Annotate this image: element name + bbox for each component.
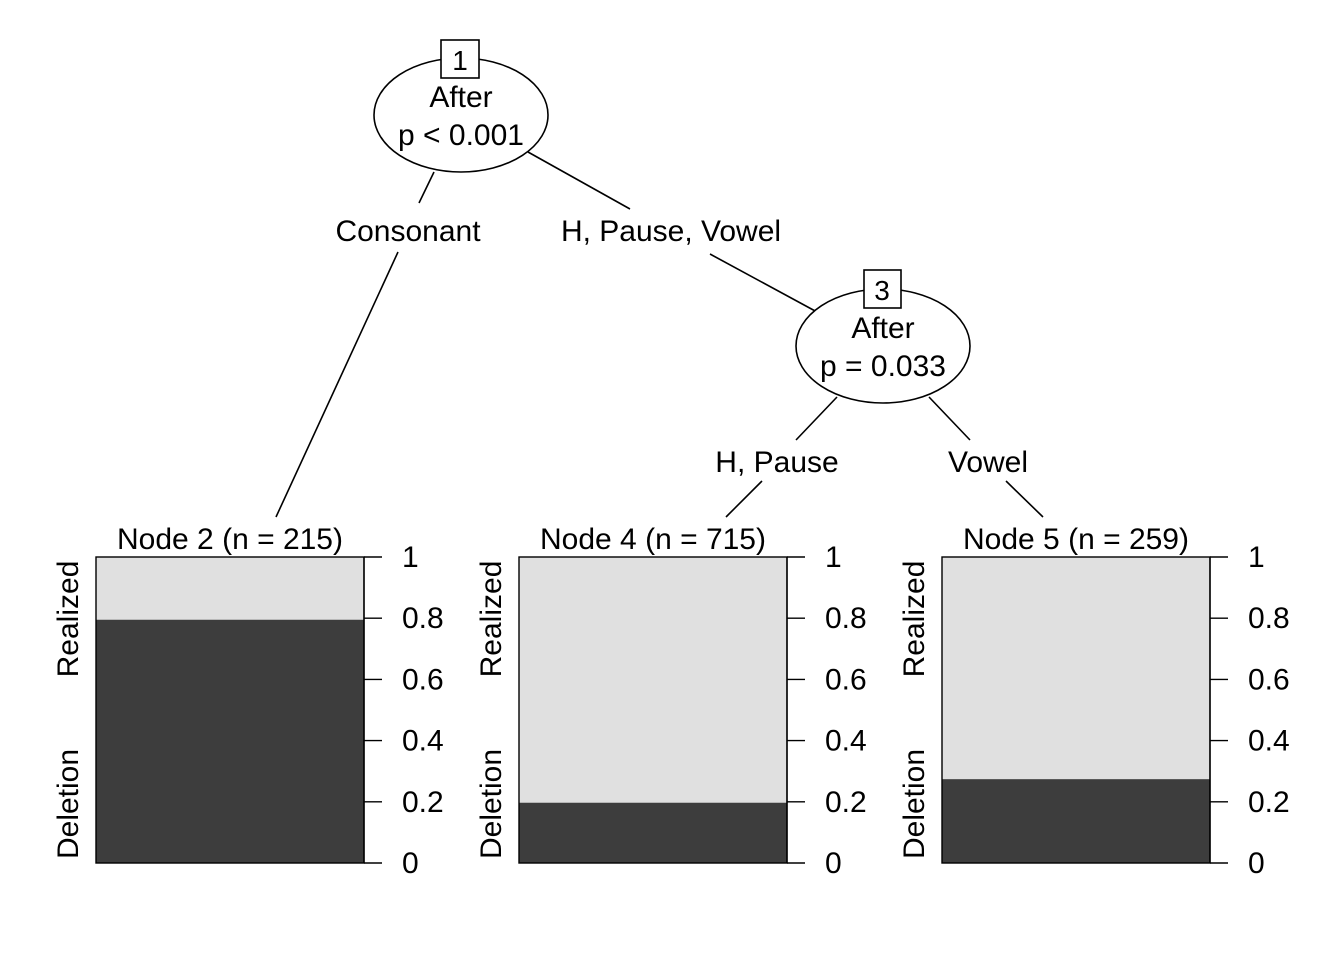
bar-realized [96, 557, 364, 620]
axis-tick-label: 0 [825, 847, 842, 880]
bar-realized [519, 557, 787, 803]
axis-tick-label: 0.6 [402, 663, 444, 696]
category-label-realized: Realized [52, 561, 85, 678]
inner-node-3-id-box [863, 269, 902, 309]
edge-3-5-lower [1005, 480, 1044, 518]
axis-tick-label: 1 [1248, 541, 1265, 574]
edge-label-consonant: Consonant [335, 215, 481, 248]
category-label-realized: Realized [898, 561, 931, 678]
axis-tick-label: 0.2 [825, 786, 867, 819]
inner-node-1-variable: After [429, 81, 492, 114]
edge-label-h-pause: H, Pause [715, 446, 838, 479]
axis-tick-label: 0.2 [402, 786, 444, 819]
axis-tick-label: 1 [825, 541, 842, 574]
inner-node-1-id: 1 [452, 45, 468, 76]
edge-1-3-lower [709, 253, 818, 313]
terminal-node-4: Node 4 (n = 715) Deletion Realized 0 0.2 0.4 0… [475, 523, 867, 880]
category-label-realized: Realized [475, 561, 508, 678]
axis-tick-label: 0.6 [825, 663, 867, 696]
tree-edges [275, 151, 1044, 518]
terminal-node-4-title: Node 4 (n = 715) [540, 523, 766, 556]
axis-tick-label: 0 [1248, 847, 1265, 880]
terminal-node-2: Node 2 (n = 215) Deletion Realized 0 0.2 0.4 0… [52, 523, 444, 880]
category-label-deletion: Deletion [475, 749, 508, 859]
terminal-node-2-title: Node 2 (n = 215) [117, 523, 343, 556]
terminal-node-5-title: Node 5 (n = 259) [963, 523, 1189, 556]
terminal-panels: Node 2 (n = 215) Deletion Realized 0 0.2 0.4 0… [52, 523, 1290, 880]
axis-tick-label: 0.6 [1248, 663, 1290, 696]
inner-node-3-id: 3 [874, 275, 890, 306]
terminal-node-5: Node 5 (n = 259) Deletion Realized 0 0.2 0.4 0… [898, 523, 1290, 880]
axis-tick-label: 0.8 [402, 602, 444, 635]
edge-labels: Consonant H, Pause, Vowel H, Pause Vowel [335, 215, 1028, 479]
edge-3-4-upper [795, 396, 838, 441]
axis-tick-label: 0.8 [825, 602, 867, 635]
inner-node-3-pvalue: p = 0.033 [820, 350, 946, 383]
bar-deletion [519, 802, 787, 863]
edge-label-vowel: Vowel [948, 446, 1028, 479]
bar-deletion [942, 779, 1210, 863]
axis-tick-label: 1 [402, 541, 419, 574]
inner-node-1-pvalue: p < 0.001 [398, 119, 524, 152]
axis-tick-label: 0.2 [1248, 786, 1290, 819]
bar-deletion [96, 619, 364, 863]
edge-3-4-lower [725, 480, 763, 518]
axis-tick-label: 0.8 [1248, 602, 1290, 635]
axis-tick-label: 0 [402, 847, 419, 880]
edge-label-h-pause-vowel: H, Pause, Vowel [561, 215, 781, 248]
bar-realized [942, 557, 1210, 780]
edge-3-5-upper [928, 396, 971, 441]
category-label-deletion: Deletion [898, 749, 931, 859]
axis-tick-label: 0.4 [825, 725, 867, 758]
inner-node-3: 3 After p = 0.033 [795, 269, 971, 404]
category-label-deletion: Deletion [52, 749, 85, 859]
edge-1-2-upper [418, 171, 435, 204]
inner-node-1: 1 After p < 0.001 [373, 39, 549, 173]
inner-node-1-id-box [440, 39, 480, 79]
inner-node-3-variable: After [851, 312, 914, 345]
edge-1-3-upper [527, 151, 631, 210]
axis-tick-label: 0.4 [1248, 725, 1290, 758]
edge-1-2-lower [275, 251, 399, 518]
axis-tick-label: 0.4 [402, 725, 444, 758]
